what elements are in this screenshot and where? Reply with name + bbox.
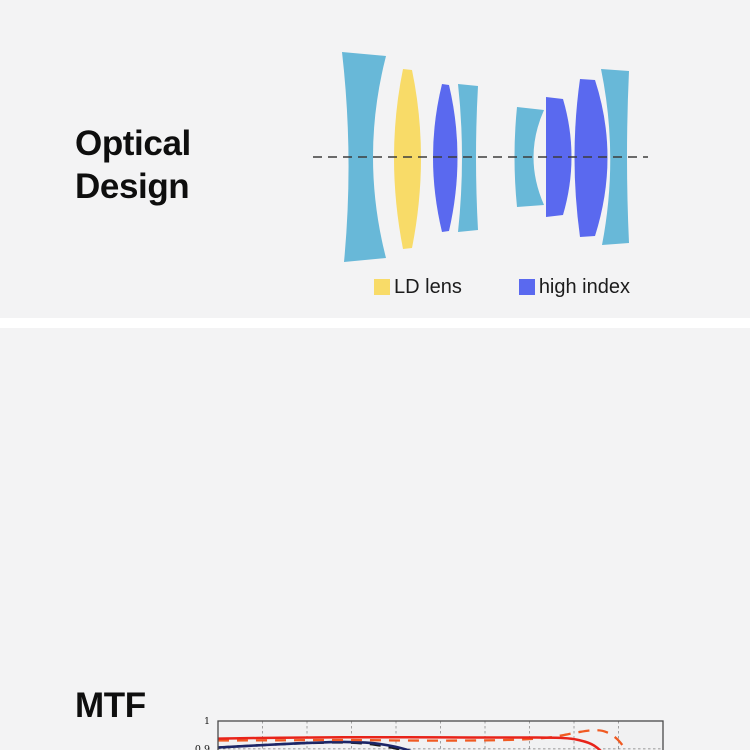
y-axis-label-0.9: 0.9	[195, 744, 210, 750]
series-S10_F1.4	[217, 740, 412, 750]
high-index-label: high index	[538, 276, 630, 298]
optical-title-line1: Optical	[75, 124, 191, 163]
ld-lens-swatch	[374, 279, 390, 295]
lens-diagram	[313, 52, 648, 262]
lens-element-4	[458, 84, 478, 232]
series-T10_F5.6	[217, 729, 628, 750]
mtf-chart: 10.90.80.70.60.50.40.30.20.100371013S10_…	[195, 716, 664, 750]
lens-element-3	[433, 84, 458, 232]
series-S10_F5.6	[217, 735, 602, 750]
lens-legend-item-ld: LD lens	[374, 276, 462, 299]
lens-legend-item-high-index: high index	[518, 276, 630, 299]
lens-element-2	[394, 69, 421, 249]
optical-design-title: Optical Design	[75, 122, 191, 208]
high-index-swatch	[518, 279, 535, 295]
mtf-section: MTF 10.90.80.70.60.50.40.30.20.100371013…	[0, 328, 750, 750]
ld-lens-label: LD lens	[394, 276, 462, 298]
optical-design-section: Optical Design LD lens high index	[0, 0, 750, 318]
y-axis-label-1: 1	[204, 716, 210, 727]
lens-element-7	[574, 79, 608, 237]
mtf-title: MTF	[75, 686, 146, 725]
lens-legend: LD lens high index	[374, 276, 630, 299]
optical-title-line2: Design	[75, 167, 190, 206]
